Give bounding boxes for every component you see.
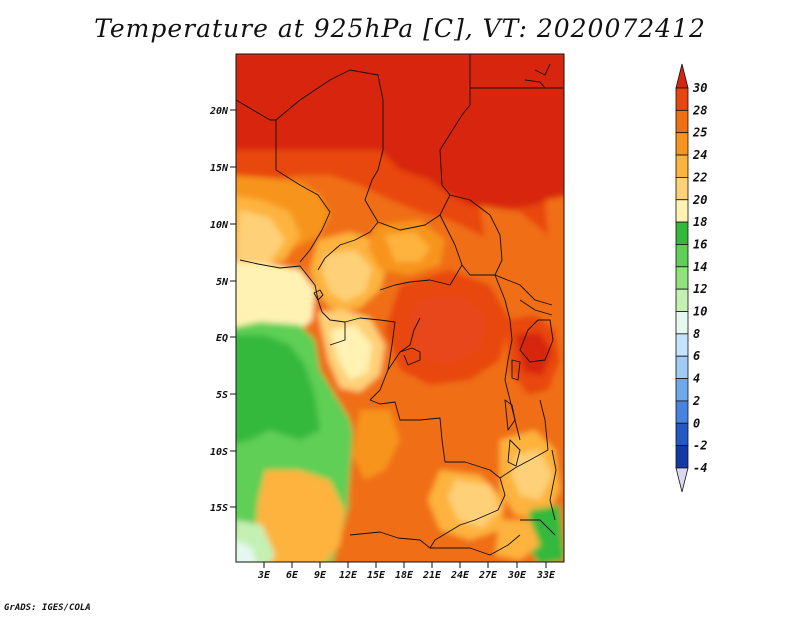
colorbar-label: 4 (693, 372, 700, 386)
lon-label-9e: 9E (314, 570, 327, 581)
colorbar-swatch (675, 221, 689, 245)
colorbar-label: 14 (693, 260, 707, 274)
lon-label-27e: 27E (478, 570, 498, 581)
colorbar-label: 20 (692, 193, 707, 207)
lon-label-21e: 21E (422, 570, 442, 581)
colorbar-label: 22 (692, 170, 707, 184)
lat-label-15n: 15N (210, 163, 229, 174)
colorbar-label: 8 (693, 327, 700, 341)
colorbar-label: 12 (693, 282, 707, 296)
lon-label-18e: 18E (395, 570, 414, 581)
colorbar-swatch (675, 378, 689, 402)
colorbar-label: 24 (692, 148, 707, 162)
lat-label-15s: 15S (210, 503, 228, 514)
colorbar-swatch (675, 333, 689, 357)
lon-label-3e: 3E (257, 570, 271, 581)
lat-label-eq: EQ (216, 333, 228, 344)
colorbar-label: 30 (692, 81, 707, 95)
colorbar-label: 28 (692, 103, 707, 117)
longitude-axis (263, 562, 547, 568)
colorbar-label: 16 (693, 237, 707, 251)
colorbar-swatch (675, 199, 689, 223)
temperature-field (236, 54, 564, 562)
footer-credit: GrADS: IGES/COLA (4, 603, 91, 613)
colorbar-top-arrow (675, 63, 689, 89)
colorbar-label: -2 (693, 439, 707, 453)
colorbar-swatch (675, 154, 689, 178)
lon-label-6e: 6E (286, 570, 299, 581)
colorbar-swatch (675, 311, 689, 335)
lon-label-15e: 15E (367, 570, 386, 581)
lat-label-10n: 10N (210, 220, 229, 231)
colorbar-swatch (675, 355, 689, 379)
colorbar-label: -4 (693, 461, 707, 475)
map-title: Temperature at 925hPa [C], VT: 202007241… (94, 14, 706, 43)
colorbar-swatch (675, 288, 689, 312)
colorbar-swatch (675, 400, 689, 424)
colorbar-swatch (675, 132, 689, 156)
colorbar-label: 0 (693, 416, 700, 430)
colorbar-label: 10 (693, 305, 707, 319)
colorbar-swatch (675, 109, 689, 134)
colorbar-swatch (675, 176, 689, 201)
lat-label-5s: 5S (216, 390, 228, 401)
map-frame (235, 53, 565, 563)
country-borders (236, 54, 563, 556)
colorbar-bottom-arrow (675, 467, 689, 493)
colorbar-label: 18 (693, 215, 707, 229)
lon-label-24e: 24E (450, 570, 470, 581)
lat-label-20n: 20N (209, 106, 229, 117)
lon-label-33e: 33E (536, 570, 556, 581)
latitude-axis (230, 109, 236, 508)
colorbar-swatch (675, 266, 689, 290)
colorbar-swatch (675, 445, 689, 469)
colorbar-label: 25 (692, 126, 707, 140)
colorbar-label: 6 (693, 349, 700, 363)
colorbar-swatch (675, 244, 689, 268)
lat-label-5n: 5N (216, 277, 229, 288)
colorbar-swatch (675, 87, 689, 111)
lat-label-10s: 10S (210, 447, 228, 458)
lon-label-12e: 12E (339, 570, 358, 581)
lon-label-30e: 30E (507, 570, 527, 581)
colorbar-label: 2 (692, 394, 700, 408)
colorbar-swatch (675, 422, 689, 447)
